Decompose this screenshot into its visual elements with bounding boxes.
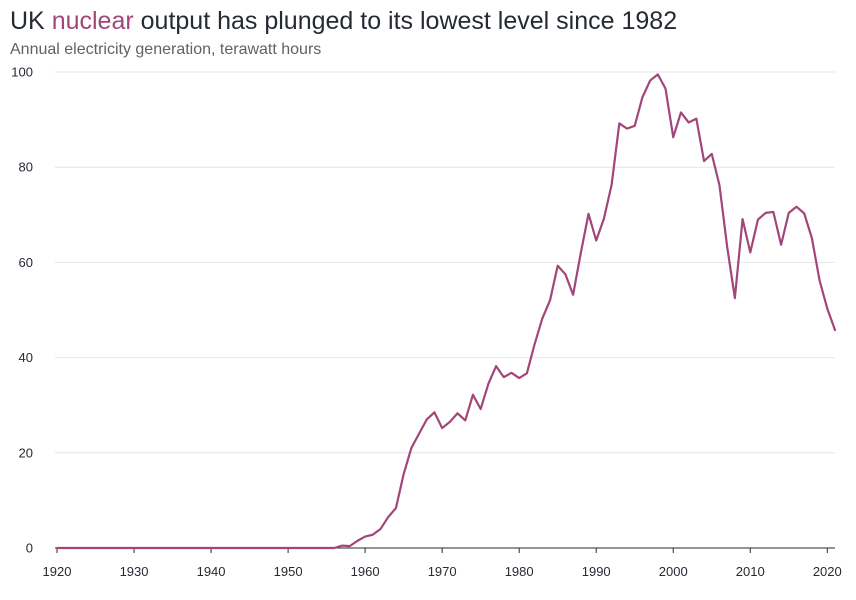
x-tick-label-2020: 2020 [813,564,842,579]
y-tick-label-40: 40 [19,350,33,365]
chart-title-prefix: UK [10,7,52,35]
y-tick-label-100: 100 [11,65,33,80]
y-axis-labels: 0 20 40 60 80 100 [11,65,33,556]
x-axis: 1920 1930 1940 1950 1960 1970 1980 1990 2000 2010… [43,547,842,579]
y-tick-label-20: 20 [19,445,33,460]
x-tick-label-1970: 1970 [428,564,457,579]
chart-subtitle: Annual electricity generation, terawatt … [10,41,322,58]
y-tick-label-80: 80 [19,160,33,175]
x-tick-label-2000: 2000 [659,564,688,579]
x-tick-label-1990: 1990 [582,564,611,579]
chart-title: UK nuclear output has plunged to its low… [10,6,677,36]
y-tick-label-0: 0 [26,541,33,556]
y-tick-label-60: 60 [19,255,33,270]
gridlines [55,71,835,454]
chart-title-highlight: nuclear [51,7,134,35]
series-layer [55,73,837,550]
x-tick-label-1940: 1940 [197,564,226,579]
series-line-nuclear-output [55,73,837,550]
x-tick-label-1930: 1930 [120,564,149,579]
x-tick-label-1920: 1920 [43,564,72,579]
x-tick-label-2010: 2010 [736,564,765,579]
x-tick-label-1960: 1960 [351,564,380,579]
x-tick-label-1950: 1950 [274,564,303,579]
x-tick-label-1980: 1980 [505,564,534,579]
chart-title-suffix: output has plunged to its lowest level s… [133,7,678,35]
